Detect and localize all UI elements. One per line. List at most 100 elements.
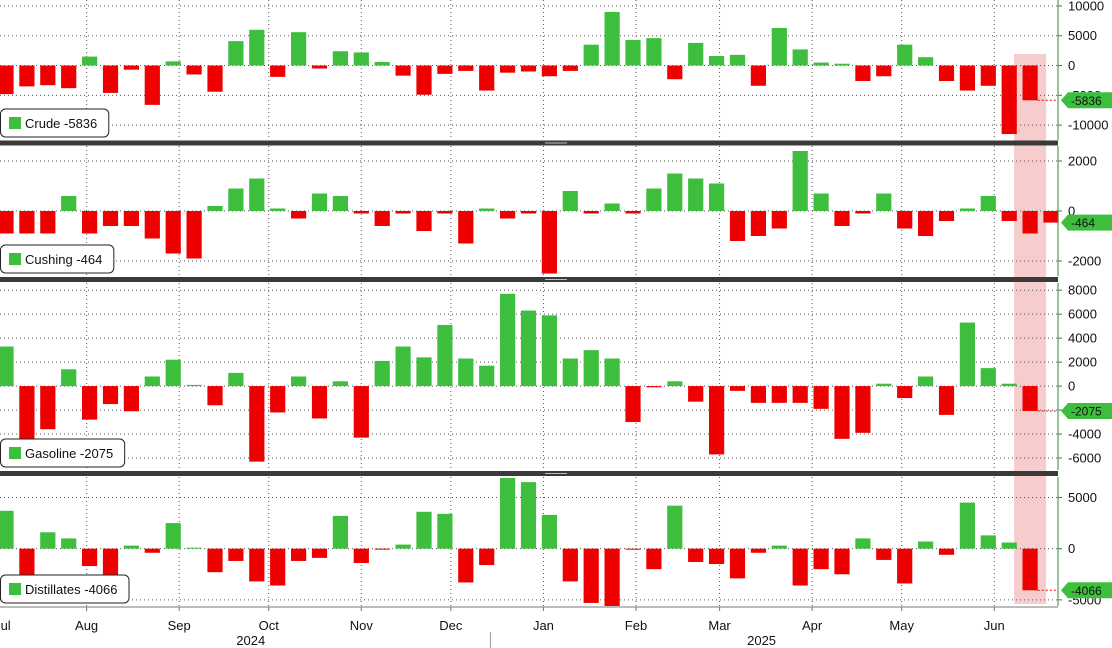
bar — [395, 346, 411, 387]
bar — [813, 386, 829, 409]
bar — [938, 211, 955, 221]
bar — [270, 548, 286, 586]
last-value-label: -4066 — [1071, 584, 1102, 598]
x-tick-label: Mar — [708, 618, 731, 633]
bar — [207, 386, 223, 406]
bar — [792, 386, 808, 403]
bar — [479, 65, 495, 91]
bar — [291, 376, 307, 387]
bar — [792, 151, 808, 211]
bar — [19, 548, 35, 578]
bar — [311, 193, 328, 211]
legend-label: Distillates -4066 — [25, 582, 118, 597]
bar — [709, 548, 725, 565]
bar — [855, 65, 871, 82]
bar — [667, 505, 683, 549]
bar — [771, 545, 787, 549]
bar — [395, 65, 411, 76]
bar — [938, 65, 955, 82]
bar — [520, 211, 537, 214]
bar — [416, 65, 432, 95]
bar — [374, 61, 390, 66]
bar — [771, 211, 787, 229]
bar — [646, 38, 662, 66]
bar — [61, 65, 77, 89]
bar — [855, 211, 871, 214]
bar — [562, 358, 578, 387]
bar — [646, 386, 662, 388]
bar — [709, 386, 725, 455]
bar — [959, 208, 975, 211]
x-tick-label: Oct — [259, 618, 280, 633]
x-tick-label: May — [889, 618, 914, 633]
bar — [562, 65, 578, 71]
bar — [19, 211, 35, 234]
bar — [353, 211, 369, 214]
bar — [291, 211, 307, 219]
bar — [604, 11, 620, 66]
bar — [374, 211, 390, 226]
bar — [102, 386, 119, 405]
year-label-2024: 2024 — [236, 633, 265, 648]
bar — [0, 510, 14, 549]
bar — [249, 386, 265, 462]
bar — [332, 51, 348, 66]
bar — [667, 381, 683, 387]
x-axis: Jul Aug Sep Oct Nov Dec Jan Feb Mar Apr May Jun 2024… — [0, 606, 1058, 648]
bar — [395, 544, 411, 549]
bar — [541, 211, 557, 274]
legend-label: Crude -5836 — [25, 116, 97, 131]
bar — [1022, 211, 1038, 234]
bar — [165, 359, 181, 387]
bar — [332, 381, 348, 387]
bar — [813, 62, 829, 66]
bar — [688, 178, 704, 211]
bar — [0, 65, 14, 95]
bar — [437, 211, 453, 214]
bar — [353, 52, 369, 66]
bar — [1001, 383, 1017, 387]
panel-separator — [0, 140, 1058, 146]
bar — [165, 523, 181, 549]
bar — [82, 548, 98, 567]
y-tick-label: -10000 — [1068, 118, 1108, 133]
bar — [959, 322, 975, 387]
bar — [562, 548, 578, 582]
bar — [40, 211, 56, 234]
bar — [855, 538, 871, 549]
bar — [750, 386, 766, 403]
bar — [855, 386, 871, 433]
y-tick-label: 2000 — [1068, 154, 1097, 169]
bar — [688, 386, 704, 402]
y-tick-label: 5000 — [1068, 28, 1097, 43]
bar — [918, 541, 934, 549]
bar — [40, 386, 56, 430]
bar — [583, 350, 599, 387]
bar — [165, 211, 181, 254]
bar — [688, 42, 704, 66]
legend-box — [0, 574, 130, 604]
bar — [123, 211, 139, 226]
y-tick-label: -2000 — [1068, 254, 1101, 269]
bar — [40, 65, 56, 86]
bar — [437, 65, 453, 74]
bar — [729, 211, 746, 241]
y-tick-label: 0 — [1068, 541, 1075, 556]
bar — [186, 384, 202, 387]
bar — [500, 478, 516, 549]
bar — [144, 65, 160, 105]
bar — [625, 211, 641, 214]
bar — [416, 511, 432, 549]
legend-gasoline: Gasoline -2075 — [0, 438, 126, 468]
bar — [416, 211, 432, 231]
bar — [834, 386, 850, 439]
bar — [813, 548, 829, 570]
x-tick-label: Jul — [0, 618, 11, 633]
legend-crude: Crude -5836 — [0, 108, 110, 138]
x-tick-label: Nov — [350, 618, 374, 633]
bar — [123, 545, 139, 549]
bar — [479, 208, 495, 211]
legend-swatch — [9, 253, 21, 265]
y-tick-label: 2000 — [1068, 355, 1097, 370]
